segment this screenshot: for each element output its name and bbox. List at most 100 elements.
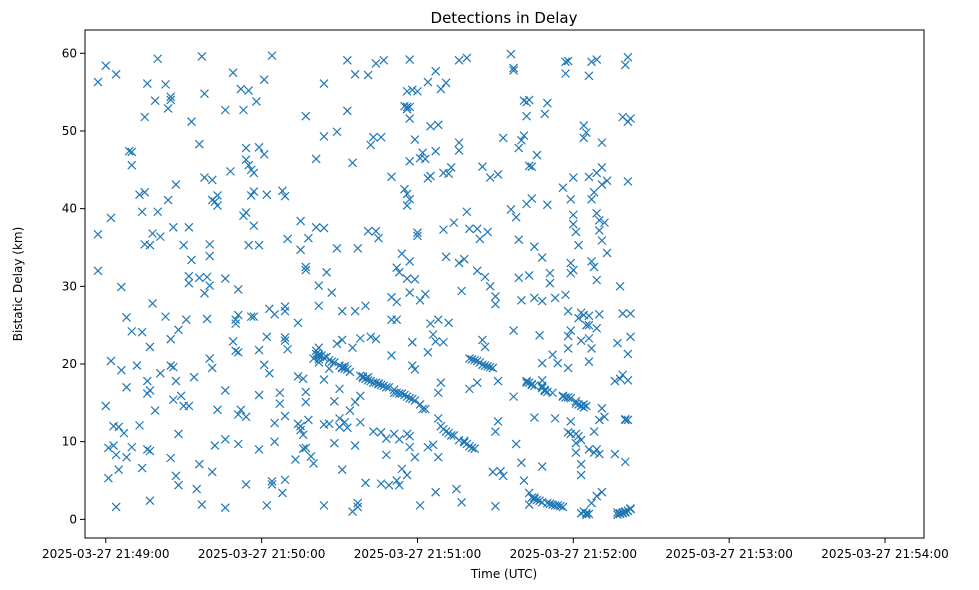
scatter-point [566, 194, 576, 204]
scatter-point [340, 417, 350, 427]
scatter-point [532, 495, 542, 505]
scatter-point [574, 240, 583, 250]
scatter-point [135, 420, 144, 430]
scatter-point [558, 183, 568, 193]
scatter-point [483, 361, 493, 371]
scatter-point [579, 399, 589, 409]
scatter-point [548, 350, 557, 360]
scatter-point [210, 441, 220, 450]
scatter-point [280, 191, 290, 201]
scatter-point [587, 57, 596, 67]
scatter-point [550, 293, 560, 303]
scatter-point [293, 318, 303, 328]
scatter-point [475, 234, 485, 244]
scatter-point [444, 169, 454, 179]
scatter-point [207, 363, 217, 373]
y-tick-label: 10 [62, 435, 77, 449]
scatter-point [488, 363, 498, 373]
scatter-point [529, 242, 539, 252]
scatter-point [392, 297, 402, 307]
scatter-point [166, 334, 176, 344]
scatter-point [545, 278, 555, 288]
scatter-point [132, 361, 142, 370]
scatter-point [597, 236, 607, 245]
scatter-points [93, 49, 635, 520]
scatter-point [166, 453, 176, 463]
scatter-point [589, 427, 599, 437]
scatter-point [103, 473, 113, 483]
scatter-point [602, 176, 612, 186]
scatter-point [597, 163, 607, 172]
scatter-point [327, 357, 337, 367]
scatter-point [381, 434, 391, 443]
scatter-point [529, 381, 539, 391]
scatter-point [579, 403, 589, 412]
scatter-point [374, 233, 383, 243]
scatter-point [301, 262, 311, 272]
scatter-point [142, 376, 152, 386]
scatter-point [171, 471, 181, 481]
scatter-point [566, 326, 576, 336]
scatter-point [597, 180, 607, 189]
scatter-point [363, 70, 373, 80]
scatter-point [231, 319, 241, 329]
scatter-point [400, 184, 409, 194]
scatter-point [366, 140, 376, 150]
scatter-point [155, 232, 165, 242]
scatter-point [233, 285, 243, 294]
scatter-point [197, 51, 207, 61]
scatter-point [340, 364, 350, 374]
scatter-point [259, 149, 269, 159]
scatter-point [148, 229, 157, 238]
scatter-point [568, 210, 578, 220]
scatter-point [465, 224, 474, 234]
scatter-point [233, 439, 243, 449]
scatter-point [433, 452, 443, 462]
scatter-point [309, 459, 319, 468]
scatter-point [306, 452, 316, 461]
scatter-point [249, 168, 259, 178]
scatter-point [477, 335, 487, 345]
scatter-point [576, 336, 586, 346]
scatter-point [454, 138, 464, 148]
scatter-point [535, 330, 544, 340]
scatter-point [283, 344, 293, 354]
scatter-point [109, 441, 118, 450]
scatter-point [280, 411, 290, 421]
scatter-point [415, 500, 425, 510]
scatter-point [361, 478, 370, 488]
scatter-point [296, 421, 306, 431]
scatter-point [163, 195, 173, 205]
scatter-point [301, 265, 311, 275]
scatter-point [597, 487, 607, 497]
scatter-point [280, 336, 290, 346]
scatter-point [311, 154, 321, 164]
scatter-point [267, 476, 277, 486]
scatter-point [402, 470, 412, 480]
scatter-point [387, 351, 396, 360]
scatter-point [436, 378, 446, 388]
scatter-point [545, 268, 555, 278]
scatter-point [516, 295, 526, 305]
scatter-point [270, 437, 280, 447]
scatter-point [166, 92, 176, 102]
scatter-point [337, 465, 347, 475]
scatter-point [498, 133, 508, 143]
scatter-point [233, 410, 243, 419]
scatter-point [511, 212, 521, 222]
scatter-point [145, 385, 155, 395]
scatter-point [563, 56, 573, 66]
scatter-point [571, 438, 581, 448]
scatter-point [142, 445, 152, 454]
scatter-point [166, 361, 176, 370]
scatter-point [207, 175, 217, 185]
scatter-point [527, 493, 537, 503]
scatter-point [150, 406, 160, 416]
y-tick-label: 40 [62, 202, 77, 216]
scatter-point [239, 105, 248, 115]
scatter-point [397, 464, 407, 474]
scatter-point [210, 197, 220, 207]
scatter-point [277, 186, 287, 196]
scatter-point [275, 399, 285, 409]
scatter-point [324, 419, 334, 429]
